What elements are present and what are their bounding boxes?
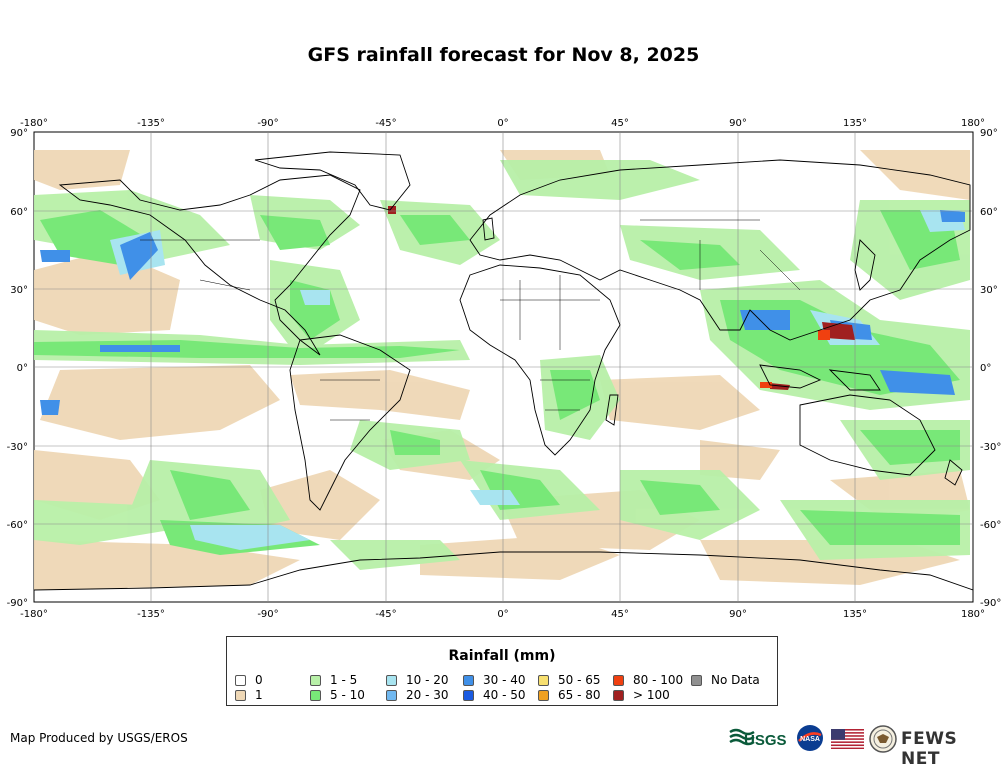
rainfall-field (34, 150, 970, 590)
lat-label-right: -60° (980, 520, 1001, 531)
bottom-longitude-labels: -180° -135° -90° -45° 0° 45° 90° 135° 18… (20, 609, 985, 620)
legend-title: Rainfall (mm) (448, 648, 556, 664)
lat-label-left: 60° (10, 207, 28, 218)
legend-swatch (235, 674, 246, 686)
lat-label-right: 90° (980, 128, 998, 139)
legend-swatch (386, 689, 397, 701)
lon-label-bottom: 90° (729, 609, 747, 620)
lon-label-top: 45° (611, 118, 629, 129)
legend-swatch (613, 674, 624, 686)
lon-label-bottom: 180° (961, 609, 985, 620)
rainfall-legend: Rainfall (mm) 0 1 1 - 5 5 - 10 10 - 20 2… (226, 636, 778, 706)
legend-swatch (538, 674, 549, 686)
legend-swatch (463, 674, 474, 686)
nasa-logo: NASA (797, 725, 823, 751)
lon-label-top: -180° (20, 118, 48, 129)
legend-swatch (613, 689, 624, 701)
legend-swatch (538, 689, 549, 701)
lon-label-top: 135° (843, 118, 867, 129)
legend-item: 0 (235, 673, 263, 687)
lon-label-bottom: 0° (497, 609, 508, 620)
lon-label-top: -135° (137, 118, 165, 129)
legend-label: 50 - 65 (558, 673, 601, 687)
lon-label-bottom: -90° (257, 609, 278, 620)
left-latitude-labels: 90° 60° 30° 0° -30° -60° -90° (7, 128, 28, 609)
legend-item: 1 - 5 (310, 673, 357, 687)
agency-logos: USGS NASA FEWS NET (728, 724, 998, 769)
lat-label-left: 90° (10, 128, 28, 139)
legend-item: > 100 (613, 688, 670, 702)
lon-label-bottom: -180° (20, 609, 48, 620)
legend-label: 30 - 40 (483, 673, 526, 687)
legend-label: 1 - 5 (330, 673, 358, 687)
legend-item: No Data (691, 673, 760, 687)
map-credit: Map Produced by USGS/EROS (10, 731, 188, 745)
lon-label-top: -45° (375, 118, 396, 129)
map-title: GFS rainfall forecast for Nov 8, 2025 (307, 44, 700, 66)
rainfall-map: -180° -135° -90° -45° 0° 45° 90° 135° 18… (7, 118, 1002, 620)
lat-label-left: -60° (7, 520, 28, 531)
legend-swatch (310, 689, 321, 701)
lat-label-left: 30° (10, 285, 28, 296)
legend-label: 0 (255, 673, 263, 687)
lat-label-right: 30° (980, 285, 998, 296)
nasa-logo-text: NASA (800, 736, 820, 743)
country-borders (140, 219, 801, 421)
graticule (34, 132, 973, 602)
lat-label-left: -30° (7, 442, 28, 453)
legend-swatch (691, 674, 702, 686)
state-department-seal-icon (869, 725, 897, 753)
legend-item: 1 (235, 688, 263, 702)
lon-label-bottom: 45° (611, 609, 629, 620)
lon-label-top: 0° (497, 118, 508, 129)
legend-swatch (386, 674, 397, 686)
top-longitude-labels: -180° -135° -90° -45° 0° 45° 90° 135° 18… (20, 118, 985, 129)
legend-item: 10 - 20 (386, 673, 449, 687)
lat-label-right: -30° (980, 442, 1001, 453)
legend-label: 20 - 30 (406, 688, 449, 702)
lon-label-top: 180° (961, 118, 985, 129)
usgs-logo: USGS (729, 728, 787, 749)
lat-label-left: 0° (17, 363, 28, 374)
lon-label-bottom: -45° (375, 609, 396, 620)
legend-label: 40 - 50 (483, 688, 526, 702)
coastlines (34, 151, 973, 591)
legend-label: > 100 (633, 688, 670, 702)
legend-label: 65 - 80 (558, 688, 601, 702)
legend-swatch (235, 689, 246, 701)
legend-item: 5 - 10 (310, 688, 365, 702)
legend-item: 20 - 30 (386, 688, 449, 702)
legend-item: 40 - 50 (463, 688, 526, 702)
legend-item: 50 - 65 (538, 673, 601, 687)
lon-label-bottom: 135° (843, 609, 867, 620)
lon-label-top: 90° (729, 118, 747, 129)
legend-swatch (463, 689, 474, 701)
legend-item: 65 - 80 (538, 688, 601, 702)
lat-label-right: 0° (980, 363, 991, 374)
legend-label: 10 - 20 (406, 673, 449, 687)
usgs-logo-text: USGS (744, 732, 787, 749)
legend-label: 5 - 10 (330, 688, 365, 702)
legend-item: 80 - 100 (613, 673, 683, 687)
legend-label: 1 (255, 688, 263, 702)
lat-label-right: 60° (980, 207, 998, 218)
legend-swatch (310, 674, 321, 686)
lat-label-right: -90° (980, 598, 1001, 609)
lon-label-bottom: -135° (137, 609, 165, 620)
legend-item: 30 - 40 (463, 673, 526, 687)
legend-label: 80 - 100 (633, 673, 684, 687)
legend-label: No Data (711, 673, 760, 687)
fews-net-logo-text: FEWS NET (901, 729, 958, 769)
lon-label-top: -90° (257, 118, 278, 129)
us-flag-icon (831, 729, 864, 749)
lat-label-left: -90° (7, 598, 28, 609)
right-latitude-labels: 90° 60° 30° 0° -30° -60° -90° (980, 128, 1001, 609)
